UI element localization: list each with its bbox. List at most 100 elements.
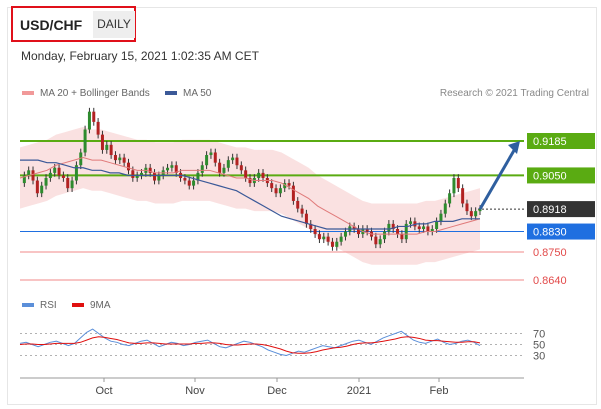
candle-body bbox=[443, 203, 447, 214]
candle-body bbox=[226, 160, 230, 168]
candle-body bbox=[478, 209, 482, 212]
candle-body bbox=[313, 228, 317, 235]
credit-label: Research © 2021 Trading Central bbox=[439, 88, 589, 99]
candle-body bbox=[309, 223, 313, 229]
candle-body bbox=[87, 111, 91, 130]
candle-body bbox=[153, 172, 157, 181]
candle-body bbox=[200, 165, 204, 173]
candle-body bbox=[374, 236, 378, 245]
x-tick-label-Dec: Dec bbox=[267, 385, 287, 397]
candle-body bbox=[183, 177, 187, 181]
candle-body bbox=[209, 152, 213, 156]
forecast-arrow-head bbox=[508, 141, 520, 154]
candle-body bbox=[430, 228, 434, 232]
bollinger-band bbox=[20, 126, 480, 265]
level-tag-0.8918 bbox=[527, 201, 595, 218]
candle-body bbox=[44, 177, 48, 186]
candle-body bbox=[135, 175, 139, 178]
instrument-header: USD/CHF DAILY bbox=[11, 6, 136, 42]
candle-body bbox=[192, 180, 196, 186]
candle-body bbox=[261, 172, 265, 178]
candle-body bbox=[113, 155, 117, 161]
candle-body bbox=[57, 167, 61, 176]
candle-body bbox=[335, 241, 339, 247]
candle-body bbox=[439, 213, 443, 222]
rsi-swatch bbox=[22, 303, 34, 308]
candle-body bbox=[300, 208, 304, 214]
candle-body bbox=[378, 239, 382, 245]
candle-body bbox=[461, 188, 465, 204]
level-tag-0.9185 bbox=[527, 133, 595, 149]
x-tick-label-2021: 2021 bbox=[347, 385, 371, 397]
candle-body bbox=[79, 152, 83, 166]
candle-body bbox=[105, 144, 109, 150]
candle-body bbox=[131, 170, 135, 178]
candle-body bbox=[74, 165, 78, 181]
candle-body bbox=[456, 177, 460, 189]
legend-ma20: MA 20 + Bollinger Bands bbox=[22, 88, 150, 99]
candle-body bbox=[417, 226, 421, 229]
legend-rsi-ma-label: 9MA bbox=[90, 300, 111, 311]
ma50-line bbox=[20, 159, 480, 230]
candle-body bbox=[322, 236, 326, 240]
candle-body bbox=[352, 226, 356, 229]
candle-body bbox=[422, 226, 426, 229]
level-text-0.9185: 0.9185 bbox=[533, 136, 567, 148]
level-text-0.8830: 0.8830 bbox=[533, 227, 567, 239]
candle-body bbox=[383, 231, 387, 240]
candle-body bbox=[235, 157, 239, 166]
candle-body bbox=[452, 177, 456, 194]
candle-body bbox=[218, 162, 222, 173]
candle-body bbox=[474, 211, 478, 217]
candle-body bbox=[92, 111, 96, 122]
period-button[interactable]: DAILY bbox=[93, 11, 135, 38]
candle-body bbox=[356, 228, 360, 235]
candle-body bbox=[166, 167, 170, 171]
x-tick-label-Oct: Oct bbox=[95, 385, 112, 397]
legend-ma50: MA 50 bbox=[165, 88, 211, 99]
candle-body bbox=[61, 175, 65, 178]
candle-body bbox=[343, 231, 347, 237]
x-tick-label-Feb: Feb bbox=[430, 385, 449, 397]
candle-body bbox=[469, 211, 473, 217]
legend-ma20-label: MA 20 + Bollinger Bands bbox=[40, 88, 150, 99]
candle-body bbox=[426, 226, 430, 232]
candle-body bbox=[213, 152, 217, 163]
candle-body bbox=[126, 162, 130, 171]
candle-body bbox=[122, 157, 126, 163]
forecast-arrow-line bbox=[478, 146, 518, 210]
level-text-0.8918: 0.8918 bbox=[533, 204, 567, 216]
candle-body bbox=[157, 175, 161, 181]
candle-body bbox=[257, 172, 261, 178]
candle-body bbox=[248, 177, 252, 184]
candle-body bbox=[100, 134, 104, 150]
rsi-level-label-30: 30 bbox=[533, 351, 545, 363]
ma20-line bbox=[19, 157, 481, 235]
legend-ma50-label: MA 50 bbox=[183, 88, 212, 99]
candle-body bbox=[40, 185, 44, 194]
candle-body bbox=[170, 165, 174, 168]
candle-body bbox=[96, 121, 100, 135]
candle-body bbox=[22, 175, 26, 184]
candle-body bbox=[70, 180, 74, 189]
candle-body bbox=[296, 200, 300, 209]
candle-body bbox=[274, 188, 278, 194]
candle-body bbox=[435, 221, 439, 229]
level-tag-0.8830 bbox=[527, 223, 595, 240]
candle-body bbox=[304, 213, 308, 224]
candle-body bbox=[222, 167, 226, 173]
candle-body bbox=[400, 234, 404, 240]
rsi-level-label-70: 70 bbox=[533, 329, 545, 341]
candle-body bbox=[330, 241, 334, 247]
level-text-0.9050: 0.9050 bbox=[533, 170, 567, 182]
candle-body bbox=[270, 183, 274, 189]
ma50-swatch bbox=[165, 91, 177, 96]
rsi-ma-line bbox=[19, 336, 481, 354]
candle-body bbox=[31, 170, 35, 181]
candle-body bbox=[365, 228, 369, 232]
level-text-0.8640: 0.8640 bbox=[533, 275, 567, 287]
candle-body bbox=[140, 172, 144, 176]
candle-body bbox=[244, 170, 248, 178]
candle-body bbox=[205, 155, 209, 166]
